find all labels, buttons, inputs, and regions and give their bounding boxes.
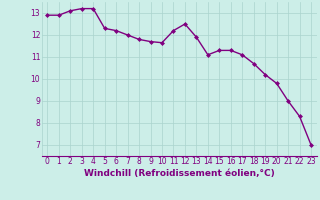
X-axis label: Windchill (Refroidissement éolien,°C): Windchill (Refroidissement éolien,°C) — [84, 169, 275, 178]
